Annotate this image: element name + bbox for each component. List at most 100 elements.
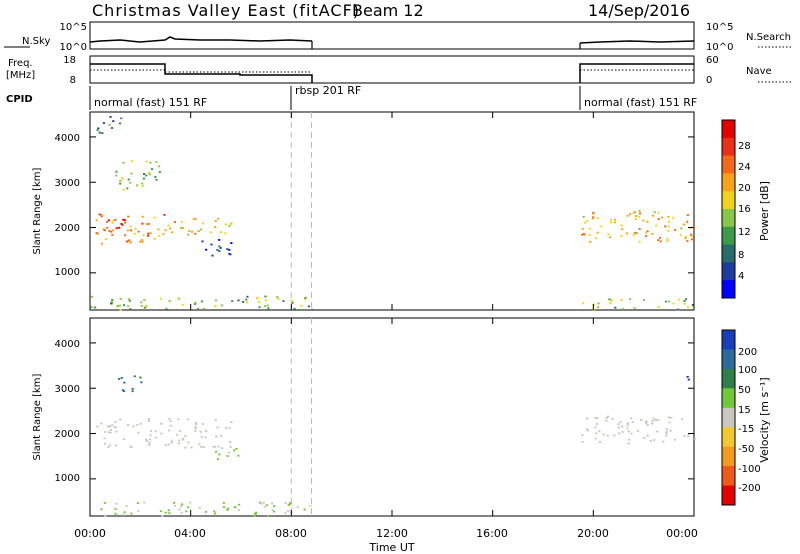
velocity-cbar-swatch-5 <box>722 427 735 448</box>
nsearch-label: N.Search <box>746 32 791 43</box>
power-blob-7 <box>581 209 695 243</box>
power-cbar-swatch-3 <box>722 173 735 192</box>
power-ytick-2000: 2000 <box>55 223 80 234</box>
nsky-label: N.Sky <box>22 36 50 47</box>
power-cbar-tick-16: 16 <box>738 204 751 215</box>
xtick-0800: 08:00 <box>275 527 307 540</box>
nsky-tick-top: 10^5 <box>60 22 87 33</box>
velocity-colorbar <box>721 329 736 506</box>
velocity-ytick-2000: 2000 <box>55 429 80 440</box>
power-cbar-label: Power [dB] <box>758 181 771 241</box>
power-ytick-1000: 1000 <box>55 267 80 278</box>
power-cbar-swatch-4 <box>722 191 735 210</box>
power-cbar-tick-8: 8 <box>738 250 744 261</box>
power-blob-8 <box>582 298 695 311</box>
power-cbar-tick-28: 28 <box>738 141 751 152</box>
velocity-cbar-swatch-0 <box>722 330 735 350</box>
nsky-trace <box>89 36 313 43</box>
xtick-2000: 20:00 <box>577 527 609 540</box>
power-cbar-swatch-0 <box>722 120 735 139</box>
power-cbar-tick-12: 12 <box>738 227 751 238</box>
velocity-ytick-4000: 4000 <box>55 339 80 350</box>
freq-tick-bottom: 8 <box>70 75 76 86</box>
freq-strip: Freq. [MHz] 18 8 60 0 Nave <box>6 55 792 86</box>
power-blob-3 <box>115 160 161 191</box>
velocity-cbar-swatch-7 <box>722 466 735 486</box>
power-ytick-4000: 4000 <box>55 133 80 144</box>
power-blob-0 <box>95 213 167 245</box>
power-panel <box>89 111 695 311</box>
velocity-blob-0 <box>96 417 233 449</box>
xtick-1200: 12:00 <box>376 527 408 540</box>
freq-label-2: [MHz] <box>6 70 35 81</box>
velocity-ytick-3000: 3000 <box>55 384 80 395</box>
power-cbar-swatch-2 <box>722 155 735 174</box>
power-blob-6 <box>90 295 314 311</box>
nsky-tick-bottom: 10^0 <box>60 42 87 53</box>
power-cbar-swatch-9 <box>722 280 735 299</box>
velocity-cbar-swatch-8 <box>722 485 735 506</box>
velocity-cbar-tick-neg15: -15 <box>738 424 754 435</box>
nsearch-tick-bottom: 10^0 <box>706 42 733 53</box>
power-cbar-swatch-8 <box>722 262 735 281</box>
xtick-2400: 00:00 <box>666 527 698 540</box>
xtick-0400: 04:00 <box>174 527 206 540</box>
nsky-strip: N.Sky 10^5 10^0 10^5 10^0 N.Search <box>4 21 792 53</box>
freq-trace-2 <box>579 63 694 83</box>
date-title: 14/Sep/2016 <box>588 1 690 20</box>
velocity-cbar-tick-neg200: -200 <box>738 483 761 494</box>
velocity-cbar-label: Velocity [m s⁻¹] <box>758 377 771 462</box>
nave-tick-bottom: 0 <box>706 75 712 86</box>
x-axis-label: Time UT <box>368 541 414 554</box>
velocity-cbar-swatch-2 <box>722 368 735 389</box>
power-cbar-swatch-6 <box>722 226 735 246</box>
power-ytick-3000: 3000 <box>55 178 80 189</box>
velocity-cbar-swatch-1 <box>722 349 735 370</box>
nave-tick-top: 60 <box>706 55 719 66</box>
velocity-ytick-1000: 1000 <box>55 473 80 484</box>
velocity-blob-3 <box>100 501 312 517</box>
power-cbar-swatch-7 <box>722 244 735 263</box>
cpid-mode-3: normal (fast) 151 RF <box>584 96 697 109</box>
velocity-cbar-tick-15: 15 <box>738 405 751 416</box>
power-blob-1 <box>106 218 144 230</box>
freq-trace <box>90 63 313 83</box>
velocity-cbar-tick-200: 200 <box>738 347 757 358</box>
beam-title: Beam 12 <box>352 1 424 20</box>
power-blob-5 <box>201 239 233 257</box>
velocity-cbar-tick-50: 50 <box>738 385 751 396</box>
cpid-mode-1: normal (fast) 151 RF <box>94 96 207 109</box>
freq-tick-top: 18 <box>63 55 76 66</box>
velocity-blob-5 <box>686 376 690 381</box>
velocity-ylabel: Slant Range [km] <box>32 373 43 460</box>
velocity-cbar-tick-neg50: -50 <box>738 444 754 455</box>
power-ylabel: Slant Range [km] <box>32 167 43 254</box>
power-cbar-swatch-5 <box>722 209 735 228</box>
velocity-blob-2 <box>214 446 240 460</box>
power-blob-2 <box>167 217 233 236</box>
power-blob-4 <box>96 116 123 134</box>
nsky-trace-2 <box>579 40 695 44</box>
power-cbar-tick-24: 24 <box>738 162 751 173</box>
velocity-cbar-swatch-4 <box>722 407 735 428</box>
velocity-cbar-tick-neg100: -100 <box>738 464 761 475</box>
nsearch-tick-top: 10^5 <box>706 22 733 33</box>
freq-label-1: Freq. <box>8 58 33 69</box>
velocity-blob-4 <box>581 415 697 445</box>
velocity-blob-1 <box>118 375 143 393</box>
velocity-cbar-tick-100: 100 <box>738 365 757 376</box>
cpid-mode-2: rbsp 201 RF <box>295 84 361 97</box>
station-title: Christmas Valley East (fitACF) <box>92 1 360 20</box>
xtick-1600: 16:00 <box>476 527 508 540</box>
velocity-cbar-swatch-6 <box>722 446 735 467</box>
cpid-strip: CPID normal (fast) 151 RF rbsp 201 RF no… <box>6 84 697 110</box>
xtick-0000: 00:00 <box>74 527 106 540</box>
power-cbar-tick-4: 4 <box>738 271 744 282</box>
power-colorbar <box>721 119 736 299</box>
velocity-cbar-swatch-3 <box>722 388 735 409</box>
nave-trace <box>90 69 312 73</box>
nave-label: Nave <box>746 66 772 77</box>
cpid-label: CPID <box>6 94 33 105</box>
velocity-panel <box>89 317 697 517</box>
